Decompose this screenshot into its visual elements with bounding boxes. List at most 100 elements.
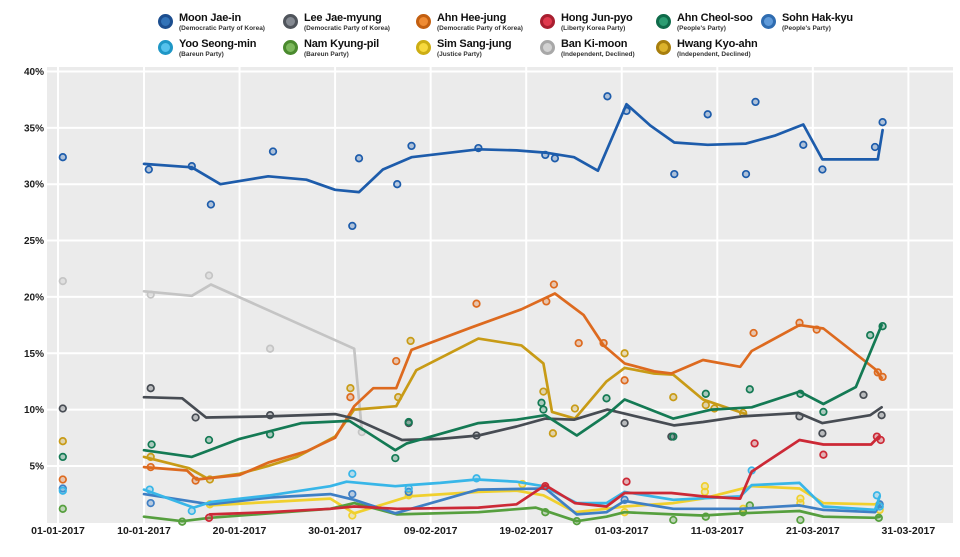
legend-candidate-name: Hwang Kyo-ahn <box>677 38 758 50</box>
axis-labels: 40% 35% 30% 25% 20% 15% 10% 5% 01-01-2017 10-01-2… <box>24 67 935 537</box>
series-dot-yoo <box>472 474 481 483</box>
x-axis-tick-label: 19-02-2017 <box>499 525 553 537</box>
series-dot-lee <box>191 413 200 422</box>
series-dot-yoo <box>872 491 882 500</box>
series-dot-hwang <box>394 393 403 402</box>
series-dot-ahn_hj <box>191 476 200 485</box>
series-dot-yoo <box>404 484 413 493</box>
legend: Moon Jae-in (Democratic Party of Korea) Le… <box>0 0 960 64</box>
legend-party: (Democratic Party of Korea) <box>304 24 390 32</box>
legend-party: (Bareun Party) <box>179 50 224 58</box>
series-dot-ahn_cs <box>701 389 710 398</box>
legend-item-moon[interactable]: Moon Jae-in (Democratic Party of Korea) <box>158 13 265 32</box>
legend-candidate-name: Moon Jae-in <box>179 12 241 24</box>
legend-item-lee[interactable]: Lee Jae-myung (Democratic Party of Korea) <box>283 13 390 32</box>
series-dot-moon <box>703 110 712 119</box>
series-dot-ahn_hj <box>549 280 559 289</box>
series-dot-ahn_hj <box>599 338 608 348</box>
series-dot-hwang <box>701 400 710 410</box>
series-dot-ahn_hj <box>58 475 67 484</box>
y-axis-tick-label: 25% <box>24 236 44 247</box>
series-dot-sohn <box>620 495 629 504</box>
plot-area <box>47 67 953 523</box>
y-axis-tick-label: 30% <box>24 180 44 191</box>
series-dot-ahn_cs <box>265 430 275 439</box>
legend-item-sohn[interactable]: Sohn Hak-kyu (People's Party) <box>761 13 853 32</box>
y-axis-tick-label: 5% <box>30 461 45 472</box>
series-moon <box>58 92 887 231</box>
series-dot-hwang <box>539 387 548 396</box>
series-dot-nam <box>58 504 67 513</box>
series-dot-lee <box>877 411 886 420</box>
legend-candidate-name: Yoo Seong-min <box>179 38 257 50</box>
series-dot-hong <box>541 482 550 491</box>
legend-marker-icon <box>158 14 173 29</box>
series-hong <box>204 432 885 522</box>
series-dot-hong <box>819 450 828 459</box>
series-dot-moon <box>622 106 631 116</box>
series-dot-sohn <box>146 498 155 508</box>
legend-candidate-name: Sim Sang-jung <box>437 38 512 50</box>
legend-candidate-name: Nam Kyung-pil <box>304 38 380 50</box>
legend-item-nam[interactable]: Nam Kyung-pil (Bareun Party) <box>283 39 379 58</box>
series-dot-lee <box>146 384 155 393</box>
series-line-yoo <box>142 478 882 512</box>
legend-item-ahn_hj[interactable]: Ahn Hee-jung (Democratic Party of Korea) <box>416 13 523 32</box>
series-dot-moon <box>206 200 216 209</box>
series-dot-moon <box>187 162 196 171</box>
series-dot-hwang <box>146 452 155 462</box>
series-dot-moon <box>354 154 364 163</box>
series-dot-ahn_cs <box>602 394 611 403</box>
y-axis-tick-label: 20% <box>24 292 44 303</box>
series-dot-ban <box>146 290 155 299</box>
series-dot-moon <box>799 140 808 149</box>
series-dot-yoo <box>875 502 884 511</box>
legend-party: (People's Party) <box>677 24 726 32</box>
series-line-ahn_hj <box>142 292 883 481</box>
series-dot-nam <box>701 512 710 521</box>
legend-item-yoo[interactable]: Yoo Seong-min (Bareun Party) <box>158 39 256 58</box>
legend-item-ban[interactable]: Ban Ki-moon (Independent, Declined) <box>540 39 635 58</box>
series-dot-hong <box>750 439 759 448</box>
series-dot-hwang <box>346 384 355 393</box>
series-dot-moon <box>741 169 751 179</box>
series-dot-hwang <box>620 349 629 358</box>
series-dot-ahn_hj <box>392 356 401 366</box>
series-line-moon <box>142 102 884 194</box>
legend-party: (Independent, Declined) <box>561 50 635 58</box>
legend-candidate-name: Ahn Cheol-soo <box>677 12 753 24</box>
legend-marker-icon <box>158 40 173 55</box>
series-dot-ahn_cs <box>866 331 875 340</box>
series-line-hong <box>208 435 881 516</box>
series-line-sohn <box>142 487 882 516</box>
legend-item-sim[interactable]: Sim Sang-jung (Justice Party) <box>416 38 512 58</box>
y-axis-tick-label: 15% <box>24 349 44 360</box>
series-dot-nam <box>178 517 187 526</box>
legend-party: (Independent, Declined) <box>677 50 751 58</box>
series-dot-ahn_hj <box>574 338 583 348</box>
series-dot-ahn_cs <box>745 385 754 394</box>
legend-candidate-name: Sohn Hak-kyu <box>782 12 853 24</box>
series-dot-hong <box>622 477 631 486</box>
legend-item-hong[interactable]: Hong Jun-pyo (Liberty Korea Party) <box>540 13 633 32</box>
series-dot-moon <box>407 141 416 151</box>
series-dot-yoo <box>145 485 154 494</box>
series-line-ahn_cs <box>142 323 883 459</box>
legend-party: (People's Party) <box>782 24 831 32</box>
series-dot-hwang <box>58 437 67 446</box>
series-ahn_hj <box>58 280 887 485</box>
series-dot-ban <box>204 271 214 280</box>
legend-marker-icon <box>283 40 298 55</box>
legend-marker-icon <box>540 14 555 29</box>
series-dot-ahn_hj <box>795 318 804 327</box>
legend-item-ahn_cs[interactable]: Ahn Cheol-soo (People's Party) <box>656 13 753 32</box>
series-dot-ahn_cs <box>404 417 413 427</box>
series-dot-ban <box>58 276 67 286</box>
y-axis-tick-label: 10% <box>24 405 44 416</box>
legend-item-hwang[interactable]: Hwang Kyo-ahn (Independent, Declined) <box>656 39 758 58</box>
legend-party: (Liberty Korea Party) <box>561 24 626 32</box>
series-dot-ahn_hj <box>620 376 629 385</box>
x-axis-tick-label: 01-03-2017 <box>595 525 649 537</box>
series-dot-ahn_hj <box>346 393 355 402</box>
